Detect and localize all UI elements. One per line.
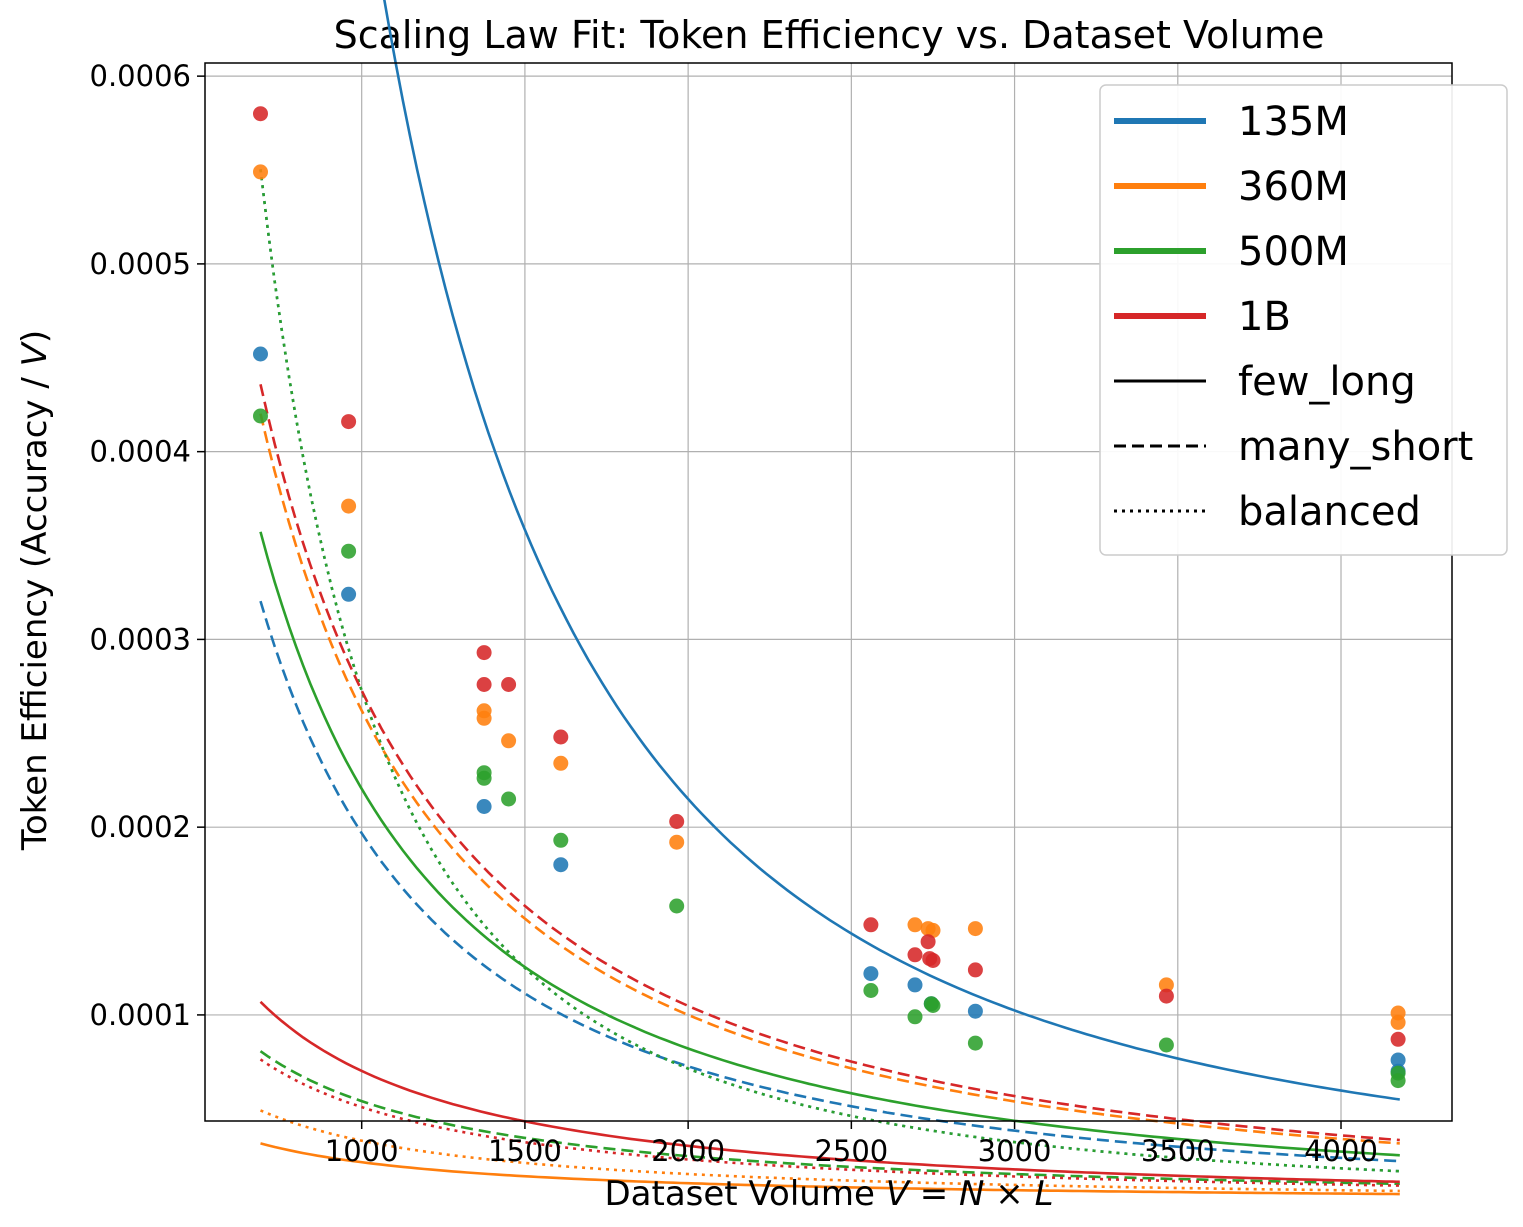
data-point-360M (1158, 977, 1174, 993)
data-point-360M (967, 921, 983, 937)
data-point-1B (476, 677, 492, 692)
legend-box (1099, 84, 1508, 556)
y-tick-label: 0.0004 (90, 435, 191, 469)
data-point-500M (553, 832, 569, 848)
data-point-135M (253, 346, 268, 362)
data-point-1B (925, 953, 941, 968)
data-point-135M (907, 977, 923, 993)
legend-label: 1B (1238, 294, 1291, 340)
x-tick-label: 2500 (814, 1134, 888, 1168)
x-tick-label: 2000 (651, 1134, 725, 1168)
data-point-500M (476, 770, 492, 786)
data-point-360M (501, 733, 517, 749)
axis-ticks: 1000 1500 2000 2500 3000 3500 4000 0.0001 0.0002… (90, 59, 1378, 1168)
data-point-360M (669, 834, 685, 850)
y-tick-label: 0.0006 (90, 59, 191, 93)
y-tick-label: 0.0003 (90, 622, 191, 656)
data-point-135M (967, 1003, 983, 1019)
fit-curve-360M-balanced (259, 1109, 1400, 1193)
data-point-1B (553, 729, 569, 745)
legend-label: many_short (1238, 424, 1473, 470)
y-tick-label: 0.0001 (90, 998, 191, 1032)
fit-curve-360M-many_short (259, 413, 1400, 1145)
data-point-1B (920, 934, 936, 950)
data-point-1B (907, 947, 923, 963)
legend-label: balanced (1238, 489, 1421, 535)
fit-curve-135M-few_long (383, 0, 1400, 1101)
data-points (253, 106, 1406, 1089)
legend-label: 500M (1238, 229, 1349, 275)
y-axis-title-prefix: Token Efficiency (Accuracy / (15, 366, 55, 851)
x-axis-title-math: V = N × L (886, 1174, 1054, 1214)
data-point-135M (341, 586, 357, 602)
data-point-1B (967, 962, 983, 978)
data-point-500M (501, 791, 517, 807)
data-point-500M (1390, 1073, 1406, 1089)
fit-curve-135M-many_short (259, 600, 1400, 1163)
data-point-360M (253, 164, 268, 180)
data-point-1B (1158, 988, 1174, 1004)
data-point-1B (341, 414, 357, 430)
data-point-360M (925, 922, 941, 938)
data-point-500M (341, 543, 357, 559)
y-axis-title-math: V (15, 340, 55, 366)
data-point-1B (863, 917, 879, 933)
y-tick-label: 0.0005 (90, 247, 191, 281)
data-point-500M (253, 408, 268, 424)
data-point-1B (476, 645, 492, 661)
data-point-1B (1390, 1031, 1406, 1047)
x-axis-title-prefix: Dataset Volume (604, 1174, 885, 1214)
fit-curves (259, 0, 1400, 1196)
x-tick-label: 1000 (325, 1134, 399, 1168)
data-point-500M (967, 1035, 983, 1051)
fit-curve-1B-many_short (259, 384, 1400, 1142)
data-point-500M (1158, 1037, 1174, 1053)
data-point-135M (476, 799, 492, 814)
data-point-135M (553, 857, 569, 873)
fit-curve-500M-few_long (259, 531, 1400, 1157)
data-point-500M (925, 998, 941, 1013)
legend-label: few_long (1238, 359, 1416, 405)
chart-title: Scaling Law Fit: Token Efficiency vs. Da… (334, 13, 1325, 57)
y-axis-title-suffix: ) (15, 330, 55, 343)
data-point-1B (669, 814, 685, 829)
data-point-500M (669, 898, 685, 914)
data-point-360M (341, 498, 357, 514)
y-axis-title: Token Efficiency (Accuracy / V) (15, 330, 55, 851)
plot-frame (204, 62, 1453, 1122)
data-point-135M (1390, 1052, 1406, 1068)
data-point-360M (1390, 1014, 1406, 1030)
data-point-500M (863, 983, 879, 998)
x-axis-title: Dataset Volume V = N × L (604, 1174, 1053, 1214)
data-point-1B (501, 677, 517, 692)
x-tick-label: 4000 (1304, 1134, 1378, 1168)
x-tick-label: 3000 (978, 1134, 1052, 1168)
fit-curve-500M-many_short (259, 1050, 1400, 1186)
legend-label: 135M (1238, 99, 1349, 145)
y-tick-label: 0.0002 (90, 810, 191, 844)
fit-curve-360M-few_long (260, 1142, 1400, 1196)
fit-curve-1B-few_long (259, 1000, 1400, 1184)
data-point-500M (907, 1009, 923, 1025)
fit-curve-1B-balanced (259, 1058, 1400, 1187)
x-tick-label: 1500 (488, 1134, 562, 1168)
legend: 135M 360M 500M 1B few_long many_short balanced (1099, 84, 1508, 556)
data-point-360M (907, 917, 923, 933)
legend-label: 360M (1238, 164, 1349, 210)
x-tick-label: 3500 (1141, 1134, 1215, 1168)
data-point-360M (476, 710, 492, 726)
data-point-135M (863, 966, 879, 982)
data-point-360M (553, 755, 569, 771)
data-point-1B (253, 106, 268, 122)
